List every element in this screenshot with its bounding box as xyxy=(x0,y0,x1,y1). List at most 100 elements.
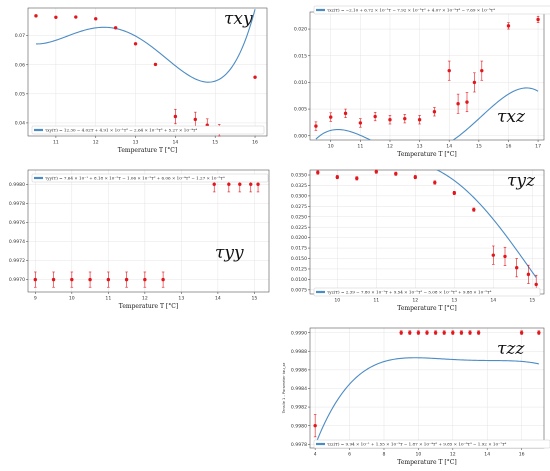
data-point xyxy=(425,330,429,335)
chart-panel-tau-xz: 10 11 12 13 14 15 16 17 0.000 0.005 0.010 0.015 0.02… xyxy=(275,0,550,158)
data-point xyxy=(536,17,540,22)
fit-curve-yz xyxy=(435,170,537,278)
x-tick-label: 9 xyxy=(34,296,37,302)
x-axis-label: Temperature T [°C] xyxy=(397,305,456,312)
data-points-yy xyxy=(33,176,260,288)
legend-label: τyy(T) = 7.64 × 10⁻¹ + 8.18 × 10⁻²T − 1.… xyxy=(45,176,225,181)
y-tick-label: 0.0275 xyxy=(291,204,307,210)
x-tick-label: 17 xyxy=(535,144,541,150)
data-point xyxy=(526,272,531,277)
x-tick-label: 14 xyxy=(215,296,221,302)
data-point xyxy=(476,330,481,335)
legend-yy: τyy(T) = 7.64 × 10⁻¹ + 8.18 × 10⁻²T − 1.… xyxy=(31,173,269,183)
data-points-yz xyxy=(316,169,538,294)
data-point xyxy=(313,423,317,428)
data-point xyxy=(227,182,231,186)
legend-box xyxy=(313,287,541,297)
grid-yy xyxy=(28,170,269,292)
x-axis-label: Temperature T [°C] xyxy=(118,147,177,154)
y-tick-label: 0.04 xyxy=(15,121,25,127)
data-point xyxy=(238,182,242,186)
x-tick-label: 13 xyxy=(417,144,423,150)
x-tick-label: 11 xyxy=(373,298,379,304)
x-tick-label: 15 xyxy=(212,140,218,146)
data-point xyxy=(433,180,437,185)
grid-xz xyxy=(310,12,544,140)
data-point xyxy=(124,277,129,282)
x-tick-label: 11 xyxy=(105,296,111,302)
y-tick-label: 0.005 xyxy=(294,107,307,113)
data-point xyxy=(143,277,147,282)
x-tick-label: 15 xyxy=(476,144,482,150)
plot-frame-xy xyxy=(27,7,268,137)
y-tick-label: 0.0325 xyxy=(291,183,307,189)
data-point xyxy=(253,75,257,79)
data-point xyxy=(373,114,377,119)
data-point xyxy=(503,254,507,259)
y-tick-label: 0.9982 xyxy=(291,405,307,411)
data-point xyxy=(506,24,511,28)
legend-zz: τzz(T) = 9.94 × 10⁻¹ + 1.55 × 10⁻³T − 1.… xyxy=(313,439,550,449)
data-point xyxy=(133,42,138,46)
data-point xyxy=(417,118,422,122)
x-tick-label: 14 xyxy=(446,144,452,150)
data-point xyxy=(468,330,472,335)
data-point xyxy=(94,17,98,21)
x-tick-label: 14 xyxy=(172,140,178,146)
chart-svg-tau-xy: 11 12 13 14 15 16 0.04 0.05 0.06 0.07 Temperature … xyxy=(15,7,268,154)
data-point xyxy=(161,277,165,282)
y-tick-label: 0.9974 xyxy=(9,239,25,245)
y-tick-label: 0.010 xyxy=(294,80,307,86)
x-tick-label: 15 xyxy=(529,298,535,304)
data-point xyxy=(74,15,78,19)
data-point xyxy=(459,330,464,335)
x-tick-label: 11 xyxy=(53,140,59,146)
data-point xyxy=(447,68,451,73)
y-tick-label: 0.05 xyxy=(15,91,25,97)
x-tick-label: 10 xyxy=(334,298,340,304)
data-point xyxy=(193,117,197,122)
data-point xyxy=(452,191,456,195)
x-tick-label: 14 xyxy=(490,298,496,304)
data-point xyxy=(54,15,58,20)
legend-xz: τxz(T) = −2.10 + 6.72 × 10⁻¹T − 7.92 × 1… xyxy=(313,5,550,15)
data-point xyxy=(403,116,407,121)
data-point xyxy=(343,111,348,116)
legend-label: τyz(T) = 2.39 − 7.80 × 10⁻¹T + 9.54 × 10… xyxy=(327,290,492,295)
data-point xyxy=(388,118,392,122)
chart-svg-tau-yz: 10 11 12 13 14 15 0.0075 0.0100 0.0125 0.0150 0.01… xyxy=(291,169,545,312)
x-tick-label: 6 xyxy=(348,452,351,458)
tau-symbol-zz: τzz xyxy=(497,339,525,359)
data-point xyxy=(413,175,417,179)
data-point xyxy=(212,182,216,186)
plot-frame-yy xyxy=(27,169,270,293)
chart-panel-tau-yy: 9 10 11 12 13 14 15 0.9970 0.9972 0.9974 0.9976 0.9… xyxy=(0,158,275,316)
data-point xyxy=(329,115,333,119)
data-point xyxy=(442,330,446,335)
x-tick-label: 12 xyxy=(412,298,418,304)
x-tick-label: 12 xyxy=(142,296,148,302)
data-point xyxy=(515,265,519,270)
y-tick-label: 0.0350 xyxy=(291,173,307,179)
data-point xyxy=(534,282,538,287)
y-tick-label: 0.06 xyxy=(15,62,25,68)
x-tick-label: 13 xyxy=(451,298,457,304)
x-tick-label: 8 xyxy=(383,452,386,458)
y-tick-label: 0.0250 xyxy=(291,214,307,220)
data-point xyxy=(358,121,363,125)
data-point xyxy=(153,62,158,67)
x-axis-label: Temperature T [°C] xyxy=(397,151,456,158)
y-tick-label: 0.9978 xyxy=(291,442,307,448)
legend-box xyxy=(313,439,550,449)
data-point xyxy=(416,330,421,335)
data-point xyxy=(249,182,253,186)
tau-symbol-xy: τxy xyxy=(224,9,253,29)
y-tick-label: 0.0075 xyxy=(291,287,307,293)
data-point xyxy=(70,277,74,282)
data-point xyxy=(472,207,476,212)
y-tick-label: 0.0100 xyxy=(291,277,307,283)
x-tick-label: 12 xyxy=(450,452,456,458)
data-point xyxy=(88,277,92,282)
y-tick-label: 0.0125 xyxy=(291,267,307,273)
data-point xyxy=(537,330,541,335)
